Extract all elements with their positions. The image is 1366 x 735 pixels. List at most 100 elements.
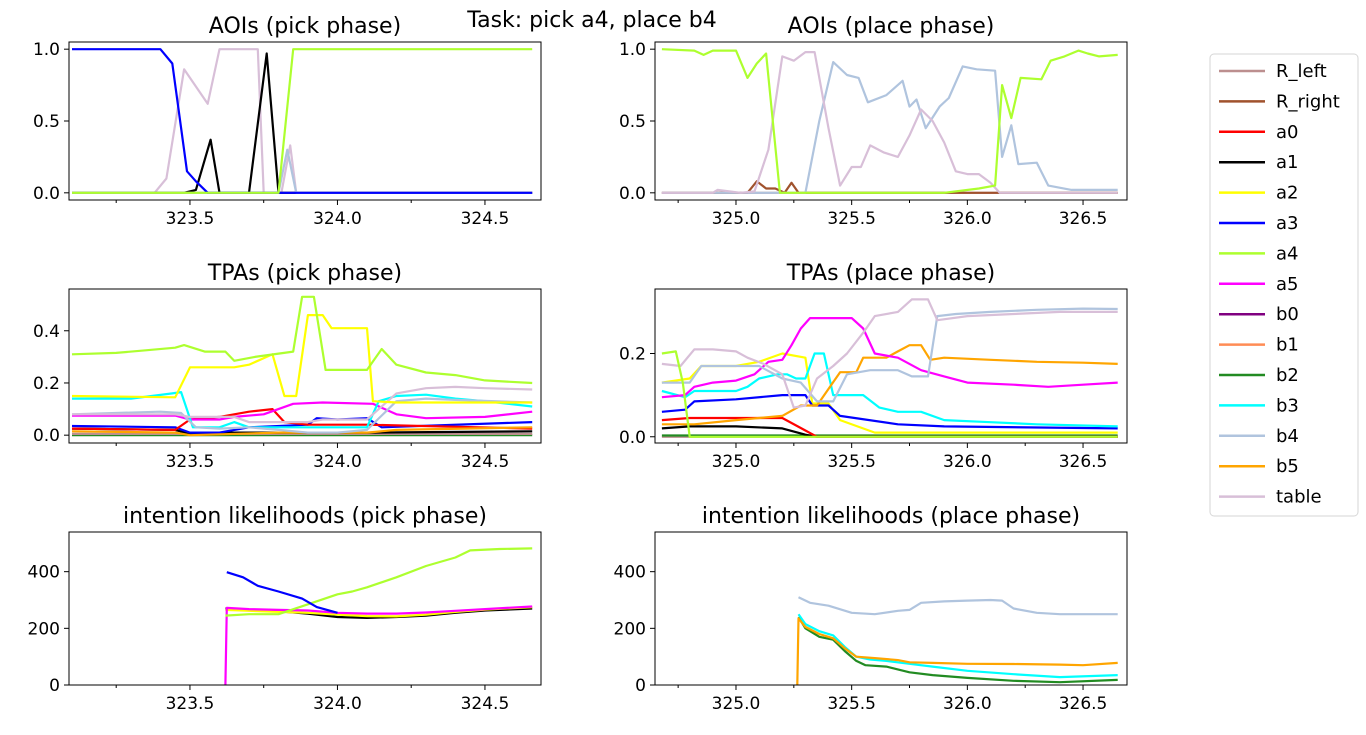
- y-tick-label: 0.4: [33, 322, 60, 342]
- legend-label: a1: [1276, 152, 1298, 173]
- series-line-b5: [71, 426, 533, 437]
- series-line-a5: [224, 605, 533, 685]
- series-line-a5: [72, 401, 533, 421]
- legend-frame: [1209, 53, 1359, 517]
- legend-label: table: [1276, 487, 1322, 508]
- legend-label: a5: [1276, 274, 1298, 295]
- legend-item-a0: a0: [1219, 122, 1298, 143]
- series-line-table: [72, 48, 533, 194]
- x-tick-label: 325.0: [712, 209, 761, 229]
- legend-item-a4: a4: [1219, 243, 1298, 264]
- y-tick-label: 0.2: [33, 374, 60, 394]
- series-line-a5: [661, 317, 1118, 399]
- subplot-title: AOIs (pick phase): [209, 14, 401, 39]
- figure-suptitle: Task: pick a4, place b4: [466, 8, 716, 33]
- legend-item-table: table: [1219, 487, 1322, 508]
- series-line-b4: [72, 148, 533, 194]
- legend-item-b3: b3: [1219, 395, 1299, 416]
- legend-label: b5: [1276, 456, 1299, 477]
- legend-label: a4: [1276, 243, 1298, 264]
- legend-label: b3: [1276, 395, 1299, 416]
- series-line-b2: [797, 616, 1118, 684]
- series-group: [224, 547, 533, 685]
- x-tick-label: 323.5: [166, 452, 215, 472]
- subplot-title: TPAs (pick phase): [207, 261, 402, 286]
- subplot-title: intention likelihoods (pick phase): [123, 504, 487, 529]
- series-line-a4: [71, 295, 533, 385]
- y-tick-label: 0.0: [33, 426, 60, 446]
- y-tick-label: 200: [28, 619, 60, 639]
- series-group: [72, 48, 533, 194]
- subplot-4: TPAs (place phase) 325.0 325.5 326.0 326.5 0.…: [619, 261, 1128, 472]
- series-line-a2: [71, 314, 533, 404]
- series-line-b5: [796, 617, 1118, 685]
- legend-label: b4: [1276, 426, 1299, 447]
- y-tick-label: 1.0: [619, 40, 646, 60]
- y-tick-label: 200: [614, 619, 646, 639]
- legend-label: R_right: [1276, 91, 1340, 112]
- y-tick-label: 0.5: [33, 112, 60, 132]
- legend-label: a3: [1276, 213, 1298, 234]
- legend-item-a2: a2: [1219, 183, 1298, 204]
- x-tick-label: 325.0: [712, 694, 761, 714]
- x-tick-label: 326.5: [1059, 452, 1108, 472]
- axes-frame: [68, 288, 542, 444]
- x-tick-label: 324.0: [313, 209, 362, 229]
- series-line-a3: [72, 48, 533, 194]
- series-line-a4: [661, 350, 1118, 438]
- legend-item-a3: a3: [1219, 213, 1298, 234]
- legend-item-a1: a1: [1219, 152, 1298, 173]
- legend-label: a0: [1276, 122, 1298, 143]
- y-tick-label: 0.0: [619, 428, 646, 448]
- series-line-b5: [661, 344, 1118, 426]
- axes-frame: [654, 531, 1128, 686]
- series-group: [661, 48, 1118, 194]
- series-line-a4: [225, 547, 533, 617]
- series-group: [71, 295, 533, 437]
- x-tick-label: 324.0: [313, 694, 362, 714]
- y-tick-label: 400: [28, 563, 60, 583]
- x-tick-label: 324.5: [461, 209, 510, 229]
- series-line-a3: [226, 571, 338, 614]
- series-line-b4: [661, 61, 1118, 194]
- y-tick-label: 0: [635, 676, 646, 696]
- subplot-1: AOIs (pick phase) 323.5 324.0 324.5 0.0 0.5 1.…: [33, 14, 542, 229]
- series-line-b4: [661, 307, 1118, 403]
- y-tick-label: 0: [49, 676, 60, 696]
- subplot-title: intention likelihoods (place phase): [702, 504, 1080, 529]
- legend-label: b2: [1276, 365, 1299, 386]
- x-tick-label: 323.5: [166, 694, 215, 714]
- series-line-b4: [798, 596, 1118, 616]
- legend-item-b2: b2: [1219, 365, 1299, 386]
- legend: R_left R_right a0 a1 a2 a3 a4 a5 b0 b1 b2 b3 b4 b5 tab…: [1209, 53, 1359, 517]
- series-line-R_right: [661, 180, 1118, 194]
- legend-item-R_right: R_right: [1219, 91, 1340, 112]
- legend-label: a2: [1276, 183, 1298, 204]
- series-group: [661, 298, 1118, 438]
- x-tick-label: 325.5: [827, 694, 876, 714]
- subplots: AOIs (pick phase) 323.5 324.0 324.5 0.0 0.5 1.…: [28, 14, 1128, 714]
- subplot-2: AOIs (place phase) 325.0 325.5 326.0 326.5 0.…: [619, 14, 1128, 229]
- series-line-table: [661, 51, 1118, 194]
- y-tick-label: 400: [614, 563, 646, 583]
- x-tick-label: 323.5: [166, 209, 215, 229]
- x-tick-label: 326.0: [943, 209, 992, 229]
- series-line-table: [661, 298, 1118, 409]
- axes-frame: [68, 531, 542, 686]
- x-tick-label: 324.5: [461, 452, 510, 472]
- legend-item-b1: b1: [1219, 335, 1299, 356]
- y-tick-label: 0.5: [619, 112, 646, 132]
- legend-item-b0: b0: [1219, 304, 1299, 325]
- y-tick-label: 0.0: [33, 184, 60, 204]
- series-line-b3: [661, 352, 1118, 428]
- series-line-a0: [71, 408, 533, 431]
- legend-label: b0: [1276, 304, 1299, 325]
- subplot-6: intention likelihoods (place phase) 325.0…: [614, 504, 1128, 714]
- y-tick-label: 0.2: [619, 345, 646, 365]
- series-line-a3: [661, 394, 1118, 430]
- subplot-5: intention likelihoods (pick phase) 323.5 3…: [28, 504, 542, 714]
- x-tick-label: 326.5: [1059, 694, 1108, 714]
- legend-item-a5: a5: [1219, 274, 1298, 295]
- legend-item-b5: b5: [1219, 456, 1299, 477]
